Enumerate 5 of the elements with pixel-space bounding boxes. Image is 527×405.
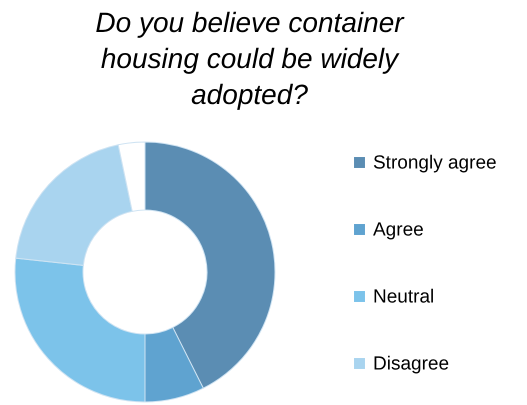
legend-label: Disagree <box>373 354 450 374</box>
legend-label: Agree <box>373 220 424 240</box>
chart-title: Do you believe container housing could be widely adopted? <box>95 7 406 110</box>
legend-label: Neutral <box>373 286 434 308</box>
legend-label: Strongly agree <box>373 152 497 174</box>
